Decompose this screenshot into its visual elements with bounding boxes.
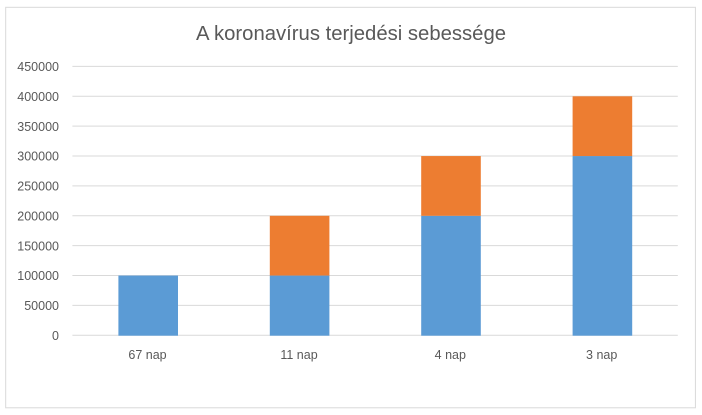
svg-text:4 nap: 4 nap (435, 348, 466, 362)
svg-text:200000: 200000 (17, 209, 59, 223)
svg-text:250000: 250000 (17, 180, 59, 194)
svg-text:3 nap: 3 nap (586, 348, 617, 362)
svg-text:0: 0 (52, 329, 59, 343)
svg-text:150000: 150000 (17, 239, 59, 253)
svg-text:400000: 400000 (17, 90, 59, 104)
svg-text:300000: 300000 (17, 150, 59, 164)
svg-text:350000: 350000 (17, 120, 59, 134)
svg-text:11 nap: 11 nap (280, 348, 317, 362)
svg-text:67 nap: 67 nap (128, 348, 166, 362)
svg-text:450000: 450000 (17, 60, 59, 74)
svg-text:100000: 100000 (17, 269, 59, 283)
svg-text:A koronavírus terjedési sebess: A koronavírus terjedési sebessége (196, 23, 506, 45)
svg-text:50000: 50000 (24, 299, 59, 313)
